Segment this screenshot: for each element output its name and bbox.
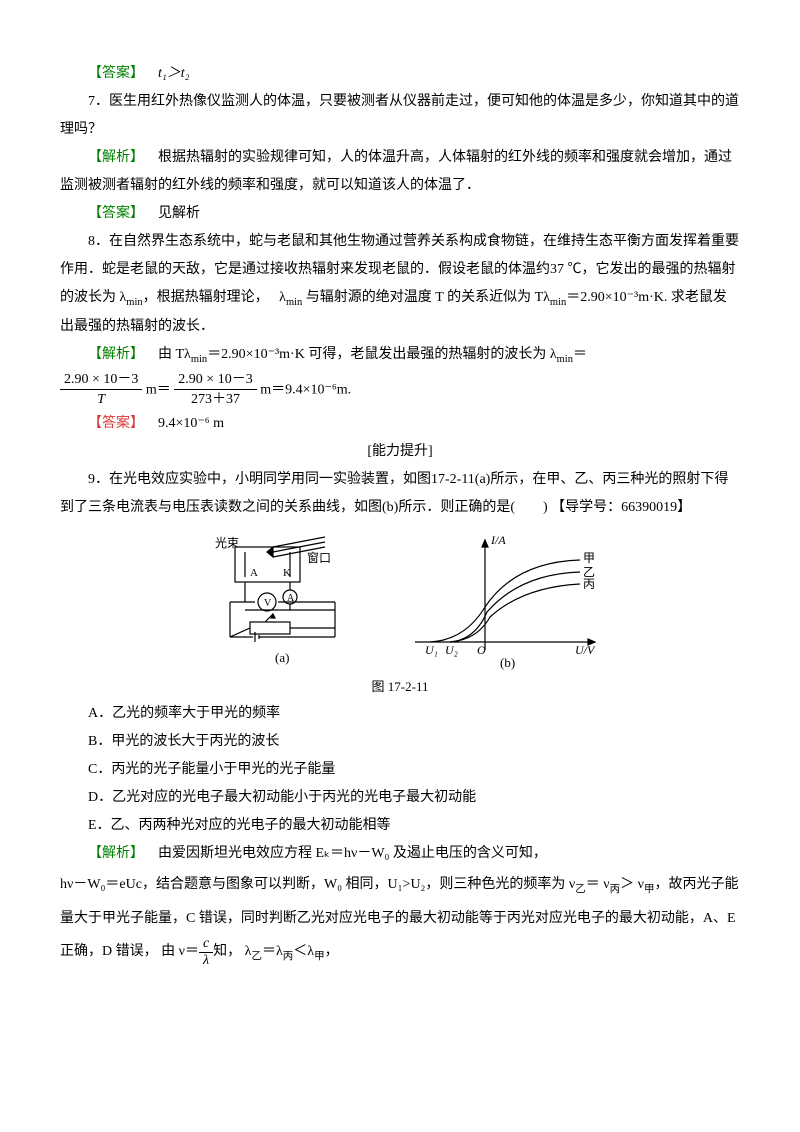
q7-answer: 【答案】 见解析 <box>60 200 740 228</box>
svg-text:U₂: U₂ <box>445 643 458 657</box>
svg-text:(b): (b) <box>500 655 515 670</box>
svg-text:V: V <box>264 598 272 609</box>
option-b: B．甲光的波长大于丙光的波长 <box>60 728 740 756</box>
q9-solution-line1: 【解析】 由爱因斯坦光电效应方程 Eₖ＝hν－W₀ 及遏止电压的含义可知， <box>60 840 740 868</box>
answer-label-2: 【答案】 <box>88 206 144 221</box>
figure-row: 光束 窗口 A K A V (a) I/A 甲 乙 丙 U₁ U₂ <box>60 532 740 672</box>
answer-label-3: 【答案】 <box>88 416 144 431</box>
q8-fraction-row: 2.90 × 10－3 T m＝ 2.90 × 10－3 273＋37 m＝9.… <box>60 370 740 410</box>
q9-frac: cλ <box>199 936 213 968</box>
q6-answer-text: t₁＞t₂ <box>158 66 190 81</box>
svg-text:I/A: I/A <box>490 533 506 547</box>
q8-text: 8．在自然界生态系统中，蛇与老鼠和其他生物通过营养关系构成食物链，在维持生态平衡… <box>60 228 740 341</box>
svg-text:A: A <box>250 567 258 579</box>
q8-answer-text: 9.4×10⁻⁶ m <box>158 416 224 431</box>
svg-text:甲: 甲 <box>583 551 595 565</box>
q7-answer-text: 见解析 <box>158 206 200 221</box>
q7-solution-text: 根据热辐射的实验规律可知，人的体温升高，人体辐射的红外线的频率和强度就会增加，通… <box>60 150 732 193</box>
option-a: A．乙光的频率大于甲光的频率 <box>60 700 740 728</box>
q6-answer: 【答案】 t₁＞t₂ <box>60 60 740 88</box>
solution-label-2: 【解析】 <box>88 347 144 362</box>
section-header: [能力提升] <box>60 438 740 466</box>
q9-text: 9．在光电效应实验中，小明同学用同一实验装置，如图17-2-11(a)所示，在甲… <box>60 466 740 522</box>
svg-text:窗口: 窗口 <box>307 551 331 565</box>
iv-curve-chart: I/A 甲 乙 丙 U₁ U₂ O U/V (b) <box>405 532 605 672</box>
q7-solution: 【解析】 根据热辐射的实验规律可知，人的体温升高，人体辐射的红外线的频率和强度就… <box>60 144 740 200</box>
svg-text:光束: 光束 <box>215 536 239 550</box>
svg-text:丙: 丙 <box>583 577 595 591</box>
circuit-diagram: 光束 窗口 A K A V (a) <box>195 532 375 672</box>
option-d: D．乙光对应的光电子最大初动能小于丙光的光电子最大初动能 <box>60 784 740 812</box>
q8-frac1: 2.90 × 10－3 T <box>60 370 142 410</box>
svg-text:U₁: U₁ <box>425 643 438 657</box>
figure-a: 光束 窗口 A K A V (a) <box>195 532 375 672</box>
svg-text:A: A <box>287 593 295 604</box>
option-c: C．丙光的光子能量小于甲光的光子能量 <box>60 756 740 784</box>
q7-text: 7．医生用红外热像仪监测人的体温，只要被测者从仪器前走过，便可知他的体温是多少，… <box>60 88 740 144</box>
svg-text:U/V: U/V <box>575 643 596 657</box>
figure-caption: 图 17-2-11 <box>60 674 740 700</box>
q8-frac2: 2.90 × 10－3 273＋37 <box>174 370 256 410</box>
svg-text:K: K <box>283 567 291 579</box>
svg-text:(a): (a) <box>275 650 289 665</box>
q8-answer: 【答案】 9.4×10⁻⁶ m <box>60 410 740 438</box>
answer-label: 【答案】 <box>88 66 144 81</box>
solution-label: 【解析】 <box>88 150 144 165</box>
figure-b: I/A 甲 乙 丙 U₁ U₂ O U/V (b) <box>405 532 605 672</box>
svg-text:O: O <box>477 643 486 657</box>
q8-solution: 【解析】 由 Tλmin＝2.90×10⁻³m·K 可得，老鼠发出最强的热辐射的… <box>60 341 740 370</box>
solution-label-3: 【解析】 <box>88 846 144 861</box>
option-e: E．乙、丙两种光对应的光电子的最大初动能相等 <box>60 812 740 840</box>
q9-solution-line2: hν－W₀＝eUc，结合题意与图象可以判断，W₀ 相同，U₁>U₂，则三种色光的… <box>60 868 740 970</box>
